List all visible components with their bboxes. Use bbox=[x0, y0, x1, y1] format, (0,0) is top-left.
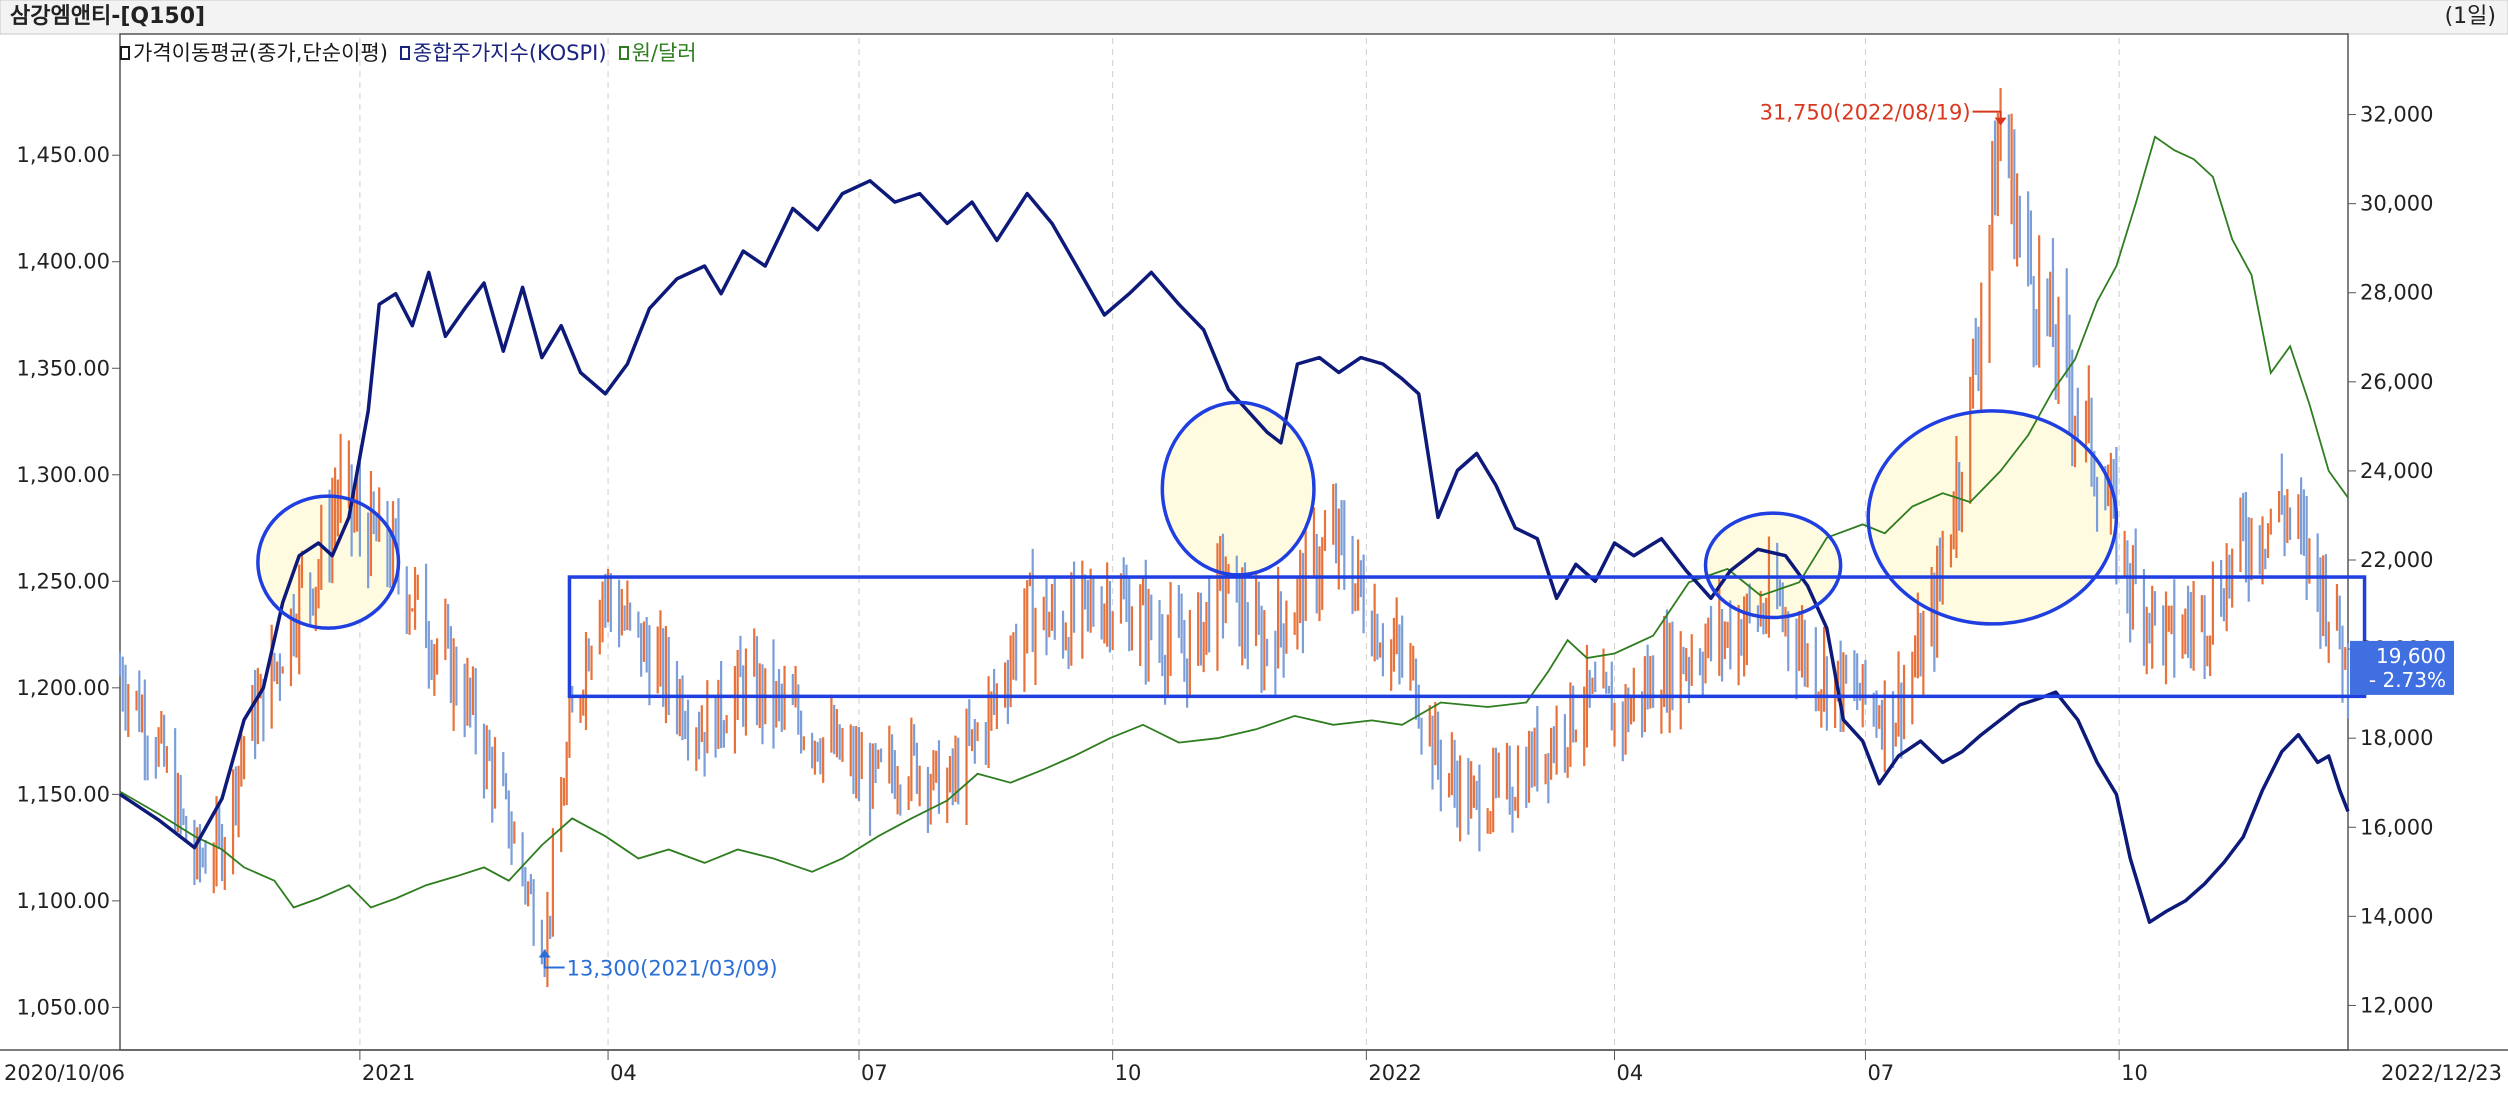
left-tick-label: 1,200.00 bbox=[16, 676, 110, 700]
highlight-ellipse bbox=[256, 494, 401, 630]
left-tick-label: 1,300.00 bbox=[16, 463, 110, 487]
x-tick-label: 10 bbox=[1115, 1061, 1142, 1085]
left-tick-label: 1,450.00 bbox=[16, 143, 110, 167]
highlight-band bbox=[567, 575, 2367, 699]
legend-item-kospi[interactable]: 종합주가지수(KOSPI) bbox=[399, 38, 607, 68]
right-tick-label: 30,000 bbox=[2360, 192, 2433, 216]
left-tick-label: 1,050.00 bbox=[16, 995, 110, 1019]
chart-title: 삼강엠앤티-[Q150] bbox=[10, 4, 206, 29]
fx-line bbox=[119, 135, 2349, 909]
right-tick-label: 32,000 bbox=[2360, 103, 2433, 127]
price-tag-change: - 2.73% bbox=[2369, 668, 2446, 692]
x-tick-label: 04 bbox=[610, 1061, 637, 1085]
left-tick-label: 1,350.00 bbox=[16, 356, 110, 380]
right-tick-label: 18,000 bbox=[2360, 726, 2433, 750]
annotation-low-arrow-icon bbox=[538, 949, 551, 958]
highlight-ellipse-fill bbox=[1162, 402, 1314, 575]
right-tick-label: 16,000 bbox=[2360, 815, 2433, 839]
highlight-ellipse-fill bbox=[1705, 513, 1841, 618]
annotation-high-label: 31,750(2022/08/19) bbox=[1760, 101, 1971, 125]
legend-checkbox-icon[interactable] bbox=[618, 46, 629, 60]
price-tag-value: 19,600 bbox=[2376, 644, 2446, 668]
highlight-ellipse bbox=[1160, 400, 1316, 577]
right-tick-label: 14,000 bbox=[2360, 904, 2433, 928]
x-end-label: 2022/12/23 bbox=[2381, 1061, 2502, 1085]
legend-checkbox-icon[interactable] bbox=[399, 46, 410, 60]
right-tick-label: 22,000 bbox=[2360, 548, 2433, 572]
legend-item-ma[interactable]: 가격이동평균(종가,단순이평) bbox=[120, 38, 388, 68]
x-tick-label: 2021 bbox=[362, 1061, 415, 1085]
highlight-ellipse bbox=[1866, 409, 2119, 626]
x-tick-label: 07 bbox=[861, 1061, 888, 1085]
legend-checkbox-icon[interactable] bbox=[120, 46, 130, 60]
legend: 가격이동평균(종가,단순이평) 종합주가지수(KOSPI) 원/달러 bbox=[120, 38, 697, 68]
highlight-ellipse bbox=[1703, 511, 1843, 620]
x-tick-label: 04 bbox=[1617, 1061, 1644, 1085]
x-start-label: 2020/10/06 bbox=[4, 1061, 125, 1085]
left-tick-label: 1,100.00 bbox=[16, 889, 110, 913]
header-bar bbox=[0, 0, 2508, 35]
legend-label-fx: 원/달러 bbox=[631, 41, 697, 65]
annotation-high-arrow-icon bbox=[1994, 117, 2007, 126]
right-tick-label: 26,000 bbox=[2360, 370, 2433, 394]
annotation-low-label: 13,300(2021/03/09) bbox=[567, 957, 778, 981]
highlight-ellipse-fill bbox=[1868, 410, 2117, 624]
interval-label[interactable]: (1일) bbox=[2444, 4, 2496, 29]
right-tick-label: 28,000 bbox=[2360, 281, 2433, 305]
x-tick-label: 10 bbox=[2121, 1061, 2148, 1085]
x-tick-label: 2022 bbox=[1368, 1061, 1421, 1085]
left-tick-label: 1,400.00 bbox=[16, 250, 110, 274]
left-tick-label: 1,250.00 bbox=[16, 569, 110, 593]
left-tick-label: 1,150.00 bbox=[16, 782, 110, 806]
right-tick-label: 12,000 bbox=[2360, 993, 2433, 1017]
legend-label-kospi: 종합주가지수(KOSPI) bbox=[412, 41, 607, 65]
legend-item-fx[interactable]: 원/달러 bbox=[618, 38, 697, 68]
right-tick-label: 24,000 bbox=[2360, 459, 2433, 483]
price-tag bbox=[2350, 640, 2454, 695]
x-tick-label: 07 bbox=[1867, 1061, 1894, 1085]
legend-label-ma: 가격이동평균(종가,단순이평) bbox=[133, 41, 388, 65]
